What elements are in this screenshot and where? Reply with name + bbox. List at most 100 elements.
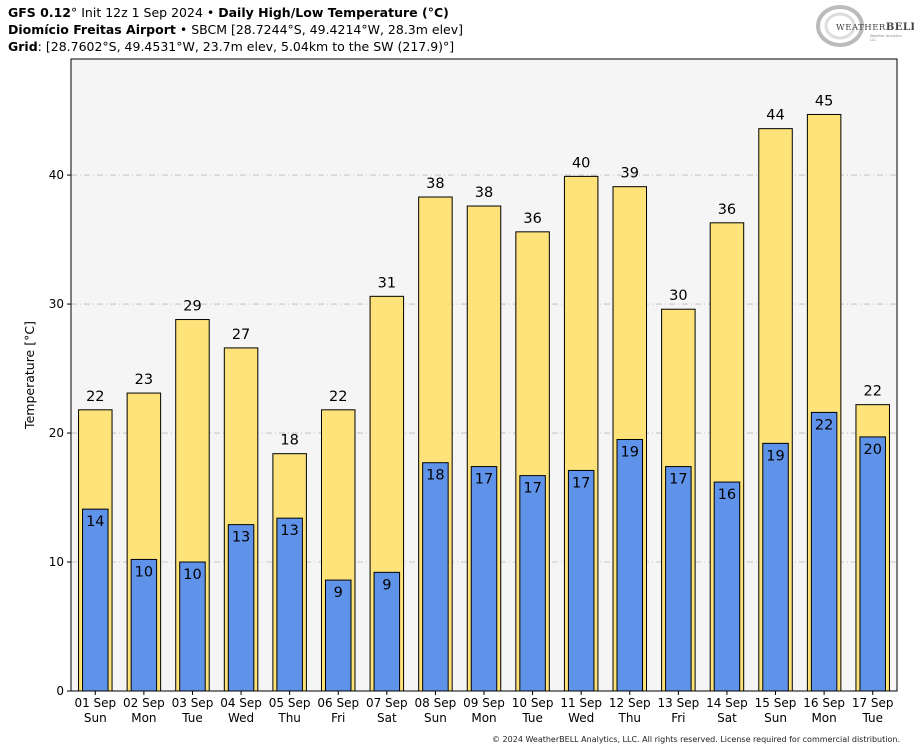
low-value-label-5: 9 — [334, 585, 343, 601]
low-value-label-8: 17 — [475, 472, 493, 488]
model-name: GFS 0.12 — [8, 5, 71, 20]
low-value-label-6: 9 — [382, 577, 391, 593]
high-value-label-7: 38 — [426, 176, 444, 192]
x-tick-day-1: Mon — [131, 711, 156, 725]
low-bar-16 — [859, 436, 886, 692]
low-value-label-3: 13 — [232, 530, 250, 546]
y-axis-label: Temperature [°C] — [22, 321, 37, 430]
x-tick-date-5: 06 Sep — [317, 696, 359, 710]
x-tick-date-15: 16 Sep — [803, 696, 845, 710]
logo-tagline: Weather Analytics LLC — [870, 34, 902, 42]
high-value-label-3: 27 — [232, 327, 250, 343]
high-value-label-10: 40 — [572, 155, 590, 171]
x-tick-day-7: Sun — [424, 711, 447, 725]
high-value-label-11: 39 — [621, 166, 639, 182]
high-value-label-9: 36 — [523, 211, 541, 227]
low-value-label-14: 19 — [766, 448, 784, 464]
low-value-label-4: 13 — [280, 523, 298, 539]
low-bar-7 — [422, 462, 449, 692]
title-line: GFS 0.12° Init 12z 1 Sep 2024 • Daily Hi… — [8, 5, 449, 20]
chart-title: Daily High/Low Temperature (°C) — [218, 5, 449, 20]
low-value-label-7: 18 — [426, 468, 444, 484]
low-value-label-11: 19 — [621, 444, 639, 460]
x-tick-date-4: 05 Sep — [269, 696, 311, 710]
high-value-label-13: 36 — [718, 202, 736, 218]
low-value-label-16: 20 — [863, 442, 881, 458]
low-bar-12 — [665, 466, 692, 692]
x-tick-date-13: 14 Sep — [706, 696, 748, 710]
high-value-label-16: 22 — [863, 384, 881, 400]
x-tick-date-10: 11 Sep — [560, 696, 602, 710]
high-value-label-1: 23 — [135, 372, 153, 388]
x-tick-day-13: Sat — [717, 711, 737, 725]
x-tick-date-16: 17 Sep — [852, 696, 894, 710]
x-tick-day-3: Wed — [228, 711, 254, 725]
low-value-label-9: 17 — [523, 481, 541, 497]
x-tick-date-8: 09 Sep — [463, 696, 505, 710]
low-bar-13 — [713, 481, 741, 692]
x-tick-day-8: Mon — [471, 711, 496, 725]
low-value-label-10: 17 — [572, 475, 590, 491]
low-bar-15 — [810, 411, 838, 692]
low-bar-2 — [179, 561, 206, 692]
y-tick-label-0: 0 — [56, 684, 64, 698]
x-tick-date-14: 15 Sep — [755, 696, 797, 710]
bars: 22 14 23 10 29 10 27 13 18 13 22 9 31 9 38 18 38 17 36 17 40… — [78, 93, 890, 692]
low-bar-8 — [470, 466, 498, 692]
low-bar-10 — [567, 469, 595, 692]
low-value-label-12: 17 — [669, 472, 687, 488]
x-tick-day-14: Sun — [764, 711, 787, 725]
x-tick-date-2: 03 Sep — [172, 696, 214, 710]
low-bar-4 — [276, 517, 303, 692]
high-value-label-2: 29 — [183, 299, 201, 315]
y-tick-label-40: 40 — [49, 168, 64, 182]
x-tick-day-11: Thu — [617, 711, 641, 725]
logo-swirl-icon — [816, 5, 864, 47]
low-value-label-13: 16 — [718, 487, 736, 503]
low-bar-0 — [82, 508, 109, 692]
x-tick-day-12: Fri — [671, 711, 685, 725]
logo-wordmark: WEATHERBELL — [836, 22, 914, 33]
y-tick-label-30: 30 — [49, 297, 64, 311]
grid-line: Grid: [28.7602°S, 49.4531°W, 23.7m elev,… — [8, 39, 455, 54]
x-tick-date-3: 04 Sep — [220, 696, 262, 710]
x-tick-day-0: Sun — [84, 711, 107, 725]
high-value-label-14: 44 — [766, 108, 784, 124]
low-value-label-2: 10 — [183, 567, 201, 583]
x-tick-day-16: Tue — [861, 711, 883, 725]
high-value-label-12: 30 — [669, 288, 687, 304]
station-line: Diomício Freitas Airport • SBCM [28.7244… — [8, 22, 464, 37]
x-tick-date-11: 12 Sep — [609, 696, 651, 710]
high-value-label-4: 18 — [280, 433, 298, 449]
high-value-label-8: 38 — [475, 185, 493, 201]
plot-frame — [70, 58, 898, 692]
init-time: Init 12z 1 Sep 2024 — [81, 5, 203, 20]
x-tick-day-10: Wed — [568, 711, 594, 725]
x-tick-date-6: 07 Sep — [366, 696, 408, 710]
low-bar-9 — [519, 475, 546, 692]
grid-label: Grid — [8, 39, 38, 54]
low-value-label-0: 14 — [86, 514, 104, 530]
x-tick-day-15: Mon — [811, 711, 836, 725]
x-tick-day-2: Tue — [181, 711, 203, 725]
high-value-label-0: 22 — [86, 389, 104, 405]
low-bar-5 — [324, 579, 352, 692]
x-tick-date-7: 08 Sep — [415, 696, 457, 710]
high-value-label-15: 45 — [815, 93, 833, 109]
grid-info: [28.7602°S, 49.4531°W, 23.7m elev, 5.04k… — [45, 39, 455, 54]
low-value-label-15: 22 — [815, 417, 833, 433]
low-bar-3 — [227, 524, 255, 692]
x-tick-date-0: 01 Sep — [74, 696, 116, 710]
x-tick-day-6: Sat — [377, 711, 397, 725]
x-tick-day-4: Thu — [277, 711, 301, 725]
low-bar-14 — [762, 442, 789, 692]
high-value-label-5: 22 — [329, 389, 347, 405]
station-name: Diomício Freitas Airport — [8, 22, 176, 37]
x-tick-day-9: Tue — [521, 711, 543, 725]
low-bar-11 — [616, 438, 644, 692]
copyright-footer: © 2024 WeatherBELL Analytics, LLC. All r… — [492, 735, 900, 744]
x-tick-day-5: Fri — [331, 711, 345, 725]
station-info: SBCM [28.7244°S, 49.4214°W, 28.3m elev] — [191, 22, 464, 37]
x-tick-date-1: 02 Sep — [123, 696, 165, 710]
